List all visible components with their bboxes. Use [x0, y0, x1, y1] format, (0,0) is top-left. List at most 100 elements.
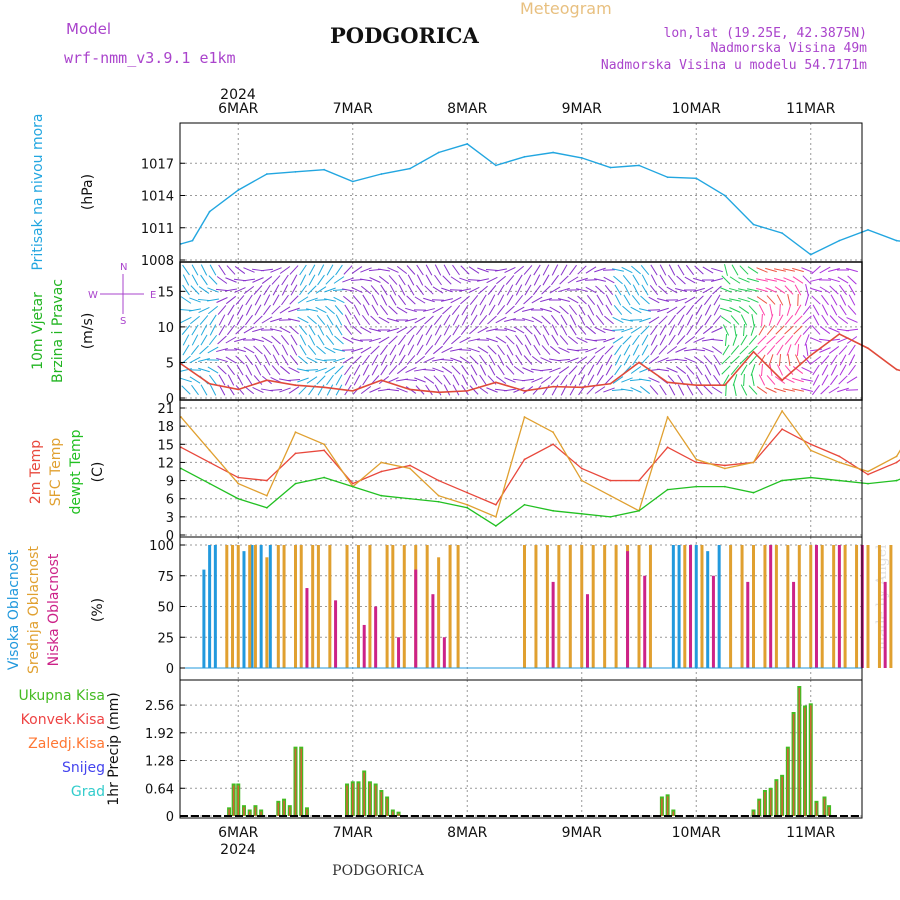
temp-line-1-point: [208, 449, 211, 452]
temp-line-1-point: [466, 503, 469, 506]
wind-arrow: [558, 366, 570, 374]
wind-arrow: [335, 324, 343, 336]
wind-arrow: [559, 305, 569, 315]
pressure-line-point: [180, 242, 182, 245]
wind-arrow: [811, 295, 821, 305]
wind-arrow: [441, 298, 453, 302]
wind-arrow: [578, 374, 586, 386]
wind-arrow: [288, 318, 300, 322]
wind-arrow: [235, 355, 245, 365]
wind-arrow: [812, 384, 820, 396]
wind-arrow: [693, 337, 705, 343]
wind-arrow: [299, 274, 307, 286]
wind-arrow: [596, 354, 604, 366]
wind-arrow: [191, 324, 199, 336]
wind-arrow: [495, 376, 507, 384]
precip-bar-conv: [787, 748, 789, 816]
wind-arrow: [216, 297, 228, 303]
temp-line-1-point: [809, 449, 812, 452]
wind-arrow: [425, 274, 433, 286]
wind-arrow: [711, 386, 723, 394]
pressure-line-point: [867, 229, 869, 231]
wind-arrow: [497, 364, 505, 376]
cloud-bar: [265, 557, 269, 668]
wind-arrow: [443, 314, 451, 326]
precip-bar-conv: [758, 800, 761, 816]
wind-arrow: [756, 287, 768, 293]
precip-bar-conv: [363, 772, 365, 816]
wind-arrow: [532, 284, 542, 296]
wind-arrow: [848, 294, 856, 306]
wind-arrow: [704, 374, 712, 386]
wind-arrow: [461, 304, 469, 316]
wind-arrow: [396, 387, 408, 393]
wind-arrow: [415, 355, 425, 365]
cloud-bar: [837, 545, 841, 668]
wind-speed-line-point: [351, 389, 354, 392]
wind-arrow: [596, 294, 604, 306]
wind-arrow: [182, 264, 190, 276]
wind-arrow: [748, 305, 758, 315]
wind-arrow: [551, 324, 559, 336]
panel-frame-pressure: [179, 122, 863, 263]
wind-arrow: [261, 276, 273, 284]
wind-arrow: [479, 304, 487, 316]
wind-arrow: [713, 294, 721, 306]
wind-arrow: [191, 274, 199, 286]
cloud-bar: [763, 545, 767, 668]
wind-arrow: [307, 345, 317, 355]
wind-arrow: [587, 304, 595, 316]
wind-arrow: [820, 355, 830, 365]
wind-arrow: [218, 264, 226, 276]
wind-arrow: [776, 314, 784, 326]
wind-arrow: [308, 274, 316, 286]
wind-arrow: [828, 386, 840, 394]
wind-arrow: [738, 306, 750, 314]
wind-arrow: [686, 314, 694, 326]
wind-arrow: [344, 364, 352, 376]
wind-arrow: [676, 275, 686, 285]
wind-arrow: [387, 377, 399, 383]
wind-arrow: [414, 316, 426, 324]
wind-arrow: [476, 339, 490, 341]
wind-arrow: [235, 295, 245, 305]
wind-arrow: [846, 376, 858, 384]
wind-arrow: [847, 305, 857, 315]
wind-arrow: [702, 347, 714, 353]
wind-arrow: [317, 324, 325, 336]
wind-arrow: [325, 305, 335, 315]
wind-arrow: [504, 266, 516, 274]
pressure-line-point: [409, 167, 411, 170]
cloud-bar: [242, 551, 246, 668]
precip-bar-conv: [781, 776, 783, 816]
wind-arrow: [362, 304, 370, 316]
wind-arrow: [234, 287, 246, 293]
wind-arrow: [612, 316, 624, 324]
wind-arrow: [648, 356, 660, 364]
wind-arrow: [342, 336, 354, 344]
wind-arrow: [784, 285, 794, 295]
wind-arrow: [441, 287, 453, 293]
wind-arrow: [452, 384, 460, 396]
temp-line-0-point: [265, 479, 268, 482]
temp-line-2-point: [695, 485, 698, 488]
wind-arrow: [693, 356, 705, 364]
wind-arrow: [514, 265, 524, 275]
wind-arrow: [351, 266, 363, 274]
precip-bar-conv: [228, 809, 230, 816]
cloud-bar: [832, 545, 836, 668]
pressure-line-point: [265, 173, 268, 175]
temp-line-0-point: [323, 449, 326, 452]
wind-arrow: [281, 294, 289, 306]
wind-arrow: [559, 335, 569, 345]
wind-arrow: [758, 324, 766, 336]
wind-arrow: [819, 286, 831, 294]
temp-line-2-point: [666, 488, 669, 491]
wind-arrow: [567, 357, 579, 363]
wind-arrow: [684, 357, 696, 363]
wind-arrow: [587, 314, 595, 326]
wind-arrow: [711, 327, 723, 333]
wind-arrow: [650, 344, 658, 356]
wind-arrow: [694, 325, 704, 335]
wind-arrow: [586, 294, 596, 306]
